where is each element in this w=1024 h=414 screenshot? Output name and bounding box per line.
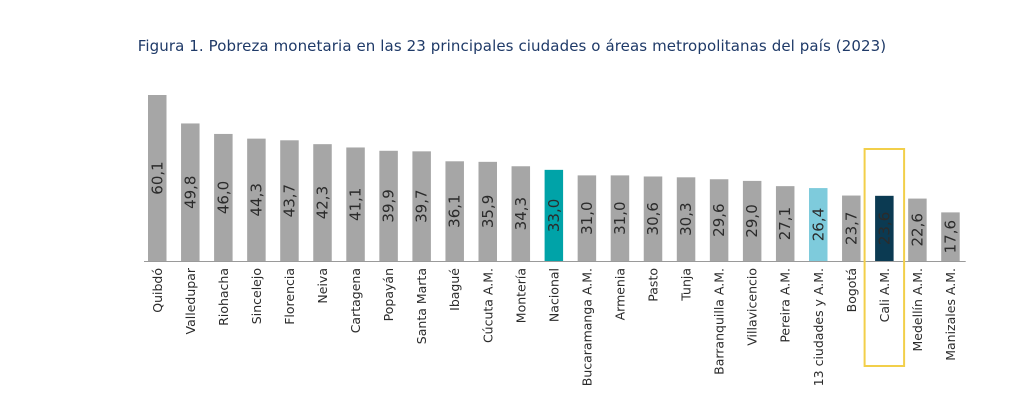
value-label-quibdo: 60,1 <box>148 161 166 194</box>
category-label-florencia: Florencia <box>282 268 297 325</box>
category-label-pereira-a-m: Pereira A.M. <box>778 268 793 343</box>
value-label-riohacha: 46,0 <box>214 181 232 214</box>
value-label-13-ciudades-y-a-m: 26,4 <box>809 208 827 241</box>
bar-cali-a-m <box>875 195 894 261</box>
value-label-sincelejo: 44,3 <box>247 183 265 216</box>
bar-bucaramanga-a-m <box>577 175 597 261</box>
category-label-villavicencio: Villavicencio <box>745 268 760 346</box>
bar-riohacha <box>214 133 233 261</box>
value-label-valledupar: 49,8 <box>181 176 199 209</box>
value-label-barranquilla-a-m: 29,6 <box>710 203 728 236</box>
bar-pereira-a-m <box>775 186 795 261</box>
bar-florencia <box>280 140 299 261</box>
category-label-bucaramanga-a-m: Bucaramanga A.M. <box>579 268 594 386</box>
category-label-13-ciudades-y-a-m: 13 ciudades y A.M. <box>811 268 826 386</box>
chart-title: Figura 1. Pobreza monetaria en las 23 pr… <box>137 37 887 55</box>
value-label-nacional: 33,0 <box>545 199 563 232</box>
category-label-quibdo: Quibdó <box>150 268 165 313</box>
category-label-cartagena: Cartagena <box>348 268 363 333</box>
bar-quibdo <box>148 95 167 261</box>
category-label-santa-marta: Santa Marta <box>414 268 429 344</box>
value-label-neiva: 42,3 <box>314 186 332 219</box>
bar-santa-marta <box>412 151 431 261</box>
bar-popayan <box>379 150 398 261</box>
highlight-frame <box>863 148 906 367</box>
bar-armenia <box>610 175 630 261</box>
bar-cartagena <box>346 147 365 261</box>
bar-barranquilla-a-m <box>709 179 729 261</box>
bar-13-ciudades-y-a-m <box>809 188 828 261</box>
value-label-cali-a-m: 23,6 <box>875 212 893 245</box>
category-label-cali-a-m: Cali A.M. <box>877 268 892 322</box>
category-label-bogota: Bogotá <box>844 268 859 312</box>
category-label-ibague: Ibagué <box>447 268 462 311</box>
bar-ibague <box>445 161 464 261</box>
value-label-santa-marta: 39,7 <box>413 189 431 222</box>
bar-bogota <box>842 195 861 261</box>
value-label-medellin-a-m: 22,6 <box>908 213 926 246</box>
category-label-cucuta-a-m: Cúcuta A.M. <box>480 268 495 343</box>
bar-manizales-a-m <box>941 212 960 261</box>
bar-pasto <box>643 176 663 261</box>
category-label-riohacha: Riohacha <box>216 268 231 326</box>
category-label-neiva: Neiva <box>315 268 330 304</box>
bar-tunja <box>676 177 696 261</box>
bar-monteria <box>511 166 531 261</box>
value-label-cartagena: 41,1 <box>347 188 365 221</box>
bar-medellin-a-m <box>908 198 927 261</box>
value-label-pereira-a-m: 27,1 <box>776 207 794 240</box>
bar-cucuta-a-m <box>478 161 497 261</box>
category-label-nacional: Nacional <box>546 268 561 322</box>
category-label-valledupar: Valledupar <box>183 267 198 334</box>
category-label-popayan: Popayán <box>381 268 396 321</box>
category-label-tunja: Tunja <box>679 268 694 302</box>
value-label-cucuta-a-m: 35,9 <box>479 195 497 228</box>
category-label-barranquilla-a-m: Barranquilla A.M. <box>712 268 727 375</box>
value-label-monteria: 34,3 <box>512 197 530 230</box>
value-label-bogota: 23,7 <box>842 212 860 245</box>
category-label-monteria: Montería <box>513 268 528 323</box>
bar-neiva <box>313 144 332 261</box>
value-label-florencia: 43,7 <box>280 184 298 217</box>
value-label-villavicencio: 29,0 <box>743 204 761 237</box>
value-label-pasto: 30,6 <box>644 202 662 235</box>
category-label-medellin-a-m: Medellín A.M. <box>910 268 925 351</box>
value-label-tunja: 30,3 <box>677 202 695 235</box>
category-label-sincelejo: Sincelejo <box>249 268 264 324</box>
value-label-bucaramanga-a-m: 31,0 <box>578 201 596 234</box>
category-label-pasto: Pasto <box>646 268 661 302</box>
value-label-popayan: 39,9 <box>380 189 398 222</box>
bar-villavicencio <box>742 180 762 261</box>
value-label-armenia: 31,0 <box>611 201 629 234</box>
category-label-manizales-a-m: Manizales A.M. <box>943 268 958 361</box>
value-label-ibague: 36,1 <box>446 194 464 227</box>
bar-valledupar <box>181 123 200 261</box>
category-label-armenia: Armenia <box>612 268 627 320</box>
bar-sincelejo <box>247 138 266 261</box>
bar-nacional <box>544 169 564 261</box>
value-label-manizales-a-m: 17,6 <box>941 220 959 253</box>
